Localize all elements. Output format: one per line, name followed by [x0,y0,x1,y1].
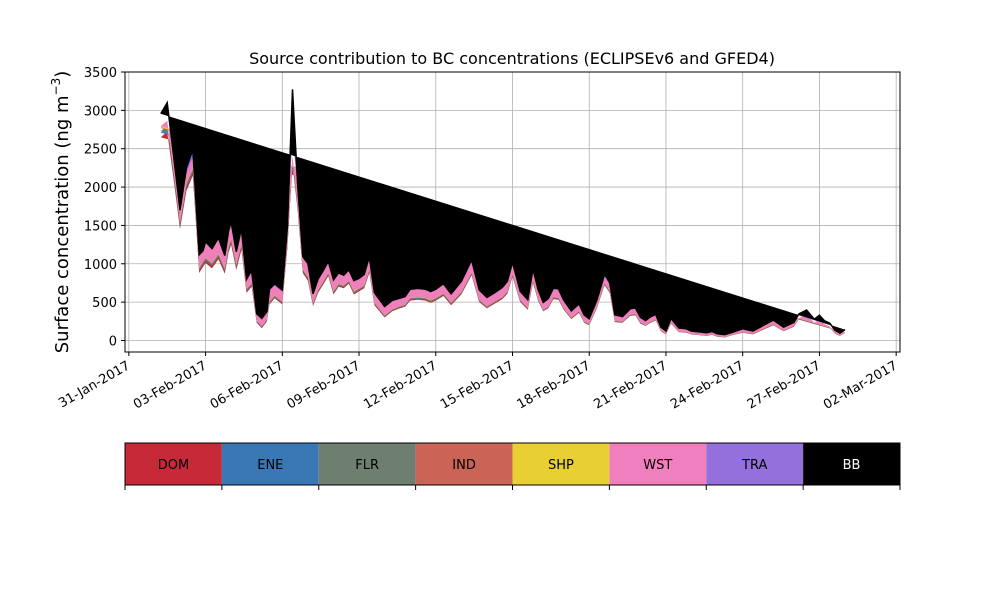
y-axis-label-main: Surface concentration (ng m [52,95,73,353]
legend-label-ene: ENE [257,458,283,473]
legend-label-flr: FLR [355,458,379,473]
legend-swatch-wst [609,443,707,485]
y-tick-label: 2000 [84,181,117,196]
legend-label-wst: WST [643,458,672,473]
stacked-areas [160,89,846,338]
chart-title: Source contribution to BC concentrations… [249,49,775,68]
legend-swatch-bb [803,443,900,485]
y-axis-label: Surface concentration (ng m−3) [49,71,73,354]
total-outline [160,89,846,336]
y-tick-label: 0 [109,334,117,349]
x-tick-label: 18-Feb-2017 [515,358,594,412]
legend-label-shp: SHP [548,458,574,473]
x-tick-label: 31-Jan-2017 [56,358,133,411]
legend-swatch-flr [318,443,416,485]
x-tick-label: 09-Feb-2017 [284,358,363,412]
x-tick-label: 27-Feb-2017 [745,358,824,412]
legend-swatch-dom [125,443,222,485]
x-tick-label: 15-Feb-2017 [438,358,517,412]
y-axis-label-group: Surface concentration (ng m−3) [49,71,73,354]
y-tick-label: 1500 [84,219,117,234]
y-axis-label-superscript: −3 [49,78,63,96]
y-tick-label: 500 [92,296,117,311]
y-tick-label: 3000 [84,104,117,119]
x-tick-label: 24-Feb-2017 [668,358,747,412]
legend-label-dom: DOM [158,458,189,473]
y-tick-label: 3500 [84,66,117,81]
y-tick-label: 1000 [84,258,117,273]
x-tick-label: 21-Feb-2017 [591,358,670,412]
y-axis-label-close: ) [52,71,73,78]
legend-label-bb: BB [843,458,861,473]
legend-swatch-ind [415,443,513,485]
legend: DOM ENE FLR IND SHP WST TRA BB [124,442,901,490]
y-tick-label: 2500 [84,143,117,158]
x-tick-label: 06-Feb-2017 [208,358,287,412]
x-tick-label: 03-Feb-2017 [131,358,210,412]
legend-swatch-shp [512,443,610,485]
x-tick-label: 02-Mar-2017 [821,358,900,412]
legend-swatch-ene [221,443,319,485]
legend-label-ind: IND [452,458,476,473]
x-tick-label: 12-Feb-2017 [361,358,440,412]
legend-swatch-tra [706,443,804,485]
legend-label-tra: TRA [741,458,767,473]
